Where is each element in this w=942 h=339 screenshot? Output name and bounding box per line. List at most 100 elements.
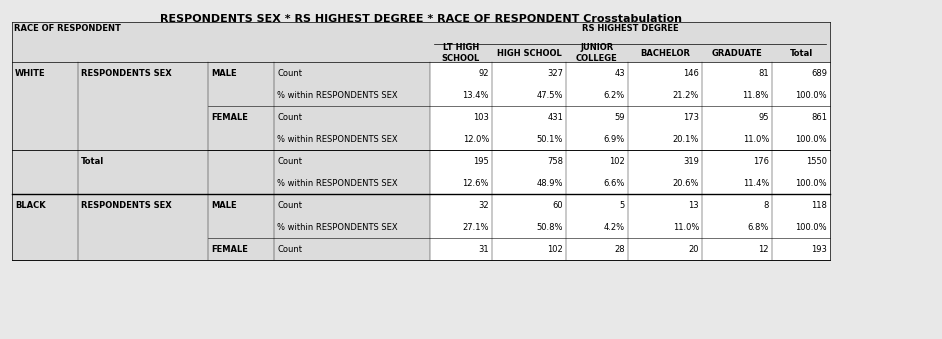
FancyBboxPatch shape bbox=[430, 172, 830, 194]
Text: 50.8%: 50.8% bbox=[537, 222, 563, 232]
Text: BACHELOR: BACHELOR bbox=[640, 48, 690, 58]
Text: 95: 95 bbox=[758, 113, 769, 121]
Text: 176: 176 bbox=[753, 157, 769, 165]
FancyBboxPatch shape bbox=[12, 128, 430, 150]
Text: 81: 81 bbox=[758, 68, 769, 78]
Text: MALE: MALE bbox=[211, 68, 236, 78]
Text: 100.0%: 100.0% bbox=[795, 179, 827, 187]
Text: % within RESPONDENTS SEX: % within RESPONDENTS SEX bbox=[277, 91, 398, 100]
Text: RS HIGHEST DEGREE: RS HIGHEST DEGREE bbox=[582, 24, 678, 33]
Text: 102: 102 bbox=[609, 157, 625, 165]
Text: 13: 13 bbox=[689, 200, 699, 210]
Text: 50.1%: 50.1% bbox=[537, 135, 563, 143]
FancyBboxPatch shape bbox=[12, 62, 430, 84]
Text: RESPONDENTS SEX * RS HIGHEST DEGREE * RACE OF RESPONDENT Crosstabulation: RESPONDENTS SEX * RS HIGHEST DEGREE * RA… bbox=[160, 14, 682, 24]
FancyBboxPatch shape bbox=[430, 106, 830, 128]
Text: 11.8%: 11.8% bbox=[742, 91, 769, 100]
Text: Count: Count bbox=[277, 200, 302, 210]
Text: 11.0%: 11.0% bbox=[673, 222, 699, 232]
Text: % within RESPONDENTS SEX: % within RESPONDENTS SEX bbox=[277, 222, 398, 232]
Text: 20.6%: 20.6% bbox=[673, 179, 699, 187]
Text: JUNIOR
COLLEGE: JUNIOR COLLEGE bbox=[577, 43, 618, 63]
FancyBboxPatch shape bbox=[430, 22, 830, 62]
Text: HIGH SCHOOL: HIGH SCHOOL bbox=[496, 48, 561, 58]
Text: 195: 195 bbox=[473, 157, 489, 165]
FancyBboxPatch shape bbox=[12, 172, 430, 194]
FancyBboxPatch shape bbox=[430, 62, 830, 84]
Text: 32: 32 bbox=[479, 200, 489, 210]
Text: Count: Count bbox=[277, 113, 302, 121]
Text: 12.6%: 12.6% bbox=[463, 179, 489, 187]
FancyBboxPatch shape bbox=[12, 194, 430, 216]
Text: 27.1%: 27.1% bbox=[463, 222, 489, 232]
FancyBboxPatch shape bbox=[12, 22, 830, 260]
Text: FEMALE: FEMALE bbox=[211, 113, 248, 121]
Text: 43: 43 bbox=[614, 68, 625, 78]
FancyBboxPatch shape bbox=[12, 216, 430, 238]
Text: FEMALE: FEMALE bbox=[211, 244, 248, 254]
FancyBboxPatch shape bbox=[12, 84, 430, 106]
Text: Total: Total bbox=[81, 157, 105, 165]
Text: 146: 146 bbox=[683, 68, 699, 78]
Text: 48.9%: 48.9% bbox=[537, 179, 563, 187]
Text: 4.2%: 4.2% bbox=[604, 222, 625, 232]
Text: 100.0%: 100.0% bbox=[795, 222, 827, 232]
Text: 173: 173 bbox=[683, 113, 699, 121]
Text: 327: 327 bbox=[547, 68, 563, 78]
Text: 12: 12 bbox=[758, 244, 769, 254]
FancyBboxPatch shape bbox=[430, 128, 830, 150]
FancyBboxPatch shape bbox=[430, 84, 830, 106]
Text: RESPONDENTS SEX: RESPONDENTS SEX bbox=[81, 200, 171, 210]
Text: GRADUATE: GRADUATE bbox=[711, 48, 762, 58]
Text: 689: 689 bbox=[811, 68, 827, 78]
Text: Total: Total bbox=[789, 48, 813, 58]
Text: 100.0%: 100.0% bbox=[795, 91, 827, 100]
Text: WHITE: WHITE bbox=[15, 68, 45, 78]
Text: Count: Count bbox=[277, 157, 302, 165]
Text: 31: 31 bbox=[479, 244, 489, 254]
Text: % within RESPONDENTS SEX: % within RESPONDENTS SEX bbox=[277, 179, 398, 187]
Text: 100.0%: 100.0% bbox=[795, 135, 827, 143]
Text: Count: Count bbox=[277, 68, 302, 78]
FancyBboxPatch shape bbox=[430, 216, 830, 238]
Text: 20.1%: 20.1% bbox=[673, 135, 699, 143]
FancyBboxPatch shape bbox=[12, 238, 430, 260]
FancyBboxPatch shape bbox=[430, 150, 830, 172]
FancyBboxPatch shape bbox=[12, 22, 430, 62]
Text: 92: 92 bbox=[479, 68, 489, 78]
FancyBboxPatch shape bbox=[430, 238, 830, 260]
Text: 758: 758 bbox=[547, 157, 563, 165]
Text: 431: 431 bbox=[547, 113, 563, 121]
Text: 20: 20 bbox=[689, 244, 699, 254]
Text: 47.5%: 47.5% bbox=[537, 91, 563, 100]
Text: 28: 28 bbox=[614, 244, 625, 254]
Text: % within RESPONDENTS SEX: % within RESPONDENTS SEX bbox=[277, 135, 398, 143]
Text: 8: 8 bbox=[764, 200, 769, 210]
Text: 118: 118 bbox=[811, 200, 827, 210]
Text: RACE OF RESPONDENT: RACE OF RESPONDENT bbox=[14, 24, 121, 33]
Text: 11.0%: 11.0% bbox=[742, 135, 769, 143]
Text: 11.4%: 11.4% bbox=[742, 179, 769, 187]
Text: 59: 59 bbox=[614, 113, 625, 121]
Text: 13.4%: 13.4% bbox=[463, 91, 489, 100]
Text: 6.8%: 6.8% bbox=[748, 222, 769, 232]
Text: 193: 193 bbox=[811, 244, 827, 254]
Text: 12.0%: 12.0% bbox=[463, 135, 489, 143]
Text: 6.6%: 6.6% bbox=[604, 179, 625, 187]
Text: BLACK: BLACK bbox=[15, 200, 45, 210]
FancyBboxPatch shape bbox=[430, 194, 830, 216]
FancyBboxPatch shape bbox=[12, 106, 430, 128]
Text: RESPONDENTS SEX: RESPONDENTS SEX bbox=[81, 68, 171, 78]
Text: LT HIGH
SCHOOL: LT HIGH SCHOOL bbox=[442, 43, 480, 63]
Text: Count: Count bbox=[277, 244, 302, 254]
Text: 6.2%: 6.2% bbox=[604, 91, 625, 100]
Text: 103: 103 bbox=[473, 113, 489, 121]
Text: 319: 319 bbox=[683, 157, 699, 165]
Text: 102: 102 bbox=[547, 244, 563, 254]
Text: 21.2%: 21.2% bbox=[673, 91, 699, 100]
Text: 60: 60 bbox=[552, 200, 563, 210]
Text: 1550: 1550 bbox=[806, 157, 827, 165]
Text: 6.9%: 6.9% bbox=[604, 135, 625, 143]
Text: 861: 861 bbox=[811, 113, 827, 121]
Text: 5: 5 bbox=[620, 200, 625, 210]
